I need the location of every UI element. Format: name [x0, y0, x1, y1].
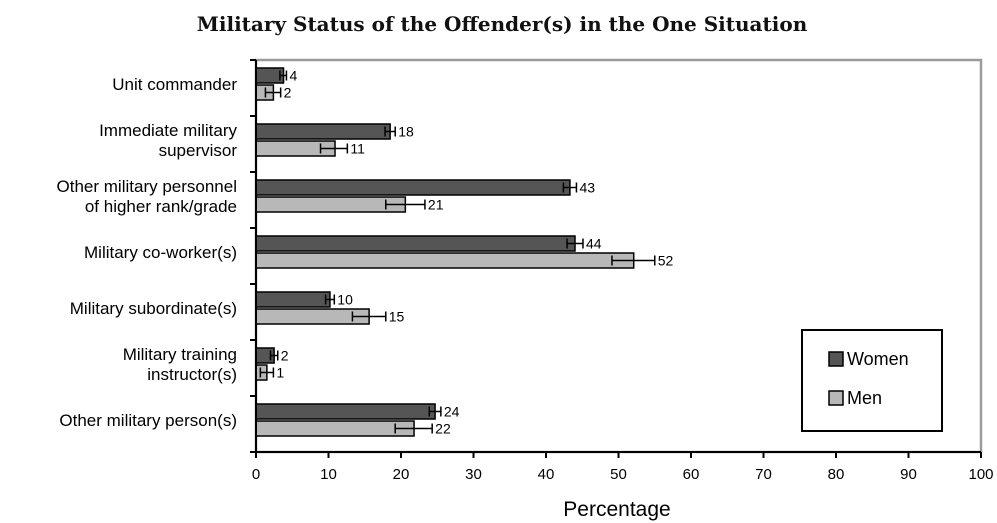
x-tick-label-20: 20 — [393, 466, 410, 483]
x-tick-label-30: 30 — [465, 466, 482, 483]
x-axis-label: Percentage — [563, 498, 670, 521]
x-tick-label-90: 90 — [900, 466, 917, 483]
category-label-3: Military co-worker(s) — [84, 243, 237, 262]
category-label-0: Unit commander — [112, 75, 237, 94]
chart-title: Military Status of the Offender(s) in th… — [197, 12, 808, 36]
legend-box — [801, 329, 943, 432]
x-tick-label-70: 70 — [755, 466, 772, 483]
data-label-men-0: 2 — [284, 85, 292, 101]
data-label-men-2: 21 — [428, 197, 444, 213]
data-label-women-5: 2 — [281, 348, 289, 364]
legend-label-women: Women — [847, 349, 909, 369]
bar-women-1 — [255, 123, 391, 140]
data-label-women-1: 18 — [398, 124, 414, 140]
category-label-6: Other military person(s) — [59, 411, 237, 430]
bar-women-2 — [255, 179, 571, 196]
bar-men-3 — [255, 252, 635, 269]
legend-swatch-men — [828, 390, 844, 406]
x-tick-label-80: 80 — [828, 466, 845, 483]
data-label-women-0: 4 — [289, 68, 297, 84]
category-label-5-line-1: instructor(s) — [147, 365, 237, 384]
bar-men-6 — [255, 420, 415, 437]
data-label-men-3: 52 — [658, 253, 674, 269]
x-tick-label-40: 40 — [538, 466, 555, 483]
category-label-2-line-0: Other military personnel — [57, 177, 237, 196]
category-label-2-line-1: of higher rank/grade — [85, 197, 237, 216]
x-tick-label-10: 10 — [320, 466, 337, 483]
legend: Women Men — [801, 329, 943, 432]
data-label-men-5: 1 — [276, 365, 284, 381]
x-tick-label-0: 0 — [252, 466, 260, 483]
category-label-1-line-0: Immediate military — [99, 121, 237, 140]
data-label-women-2: 43 — [579, 180, 595, 196]
data-label-men-1: 11 — [350, 141, 365, 157]
category-label-5-line-0: Military training — [123, 345, 237, 364]
category-label-1-line-1: supervisor — [159, 141, 238, 160]
bar-women-6 — [255, 403, 436, 420]
legend-label-men: Men — [847, 388, 882, 408]
bar-men-2 — [255, 196, 407, 213]
legend-swatch-women — [828, 351, 844, 367]
data-label-women-3: 44 — [586, 236, 602, 252]
data-label-men-4: 15 — [389, 309, 405, 325]
x-tick-label-50: 50 — [610, 466, 627, 483]
category-label-4: Military subordinate(s) — [70, 299, 237, 318]
axes: Unit commander Immediate militarysupervis… — [57, 59, 994, 483]
x-tick-label-60: 60 — [683, 466, 700, 483]
data-label-women-6: 24 — [444, 404, 460, 420]
bar-women-4 — [255, 291, 331, 308]
data-label-men-6: 22 — [435, 421, 451, 437]
bar-women-3 — [255, 235, 576, 252]
x-tick-label-100: 100 — [968, 466, 993, 483]
data-label-women-4: 10 — [337, 292, 353, 308]
